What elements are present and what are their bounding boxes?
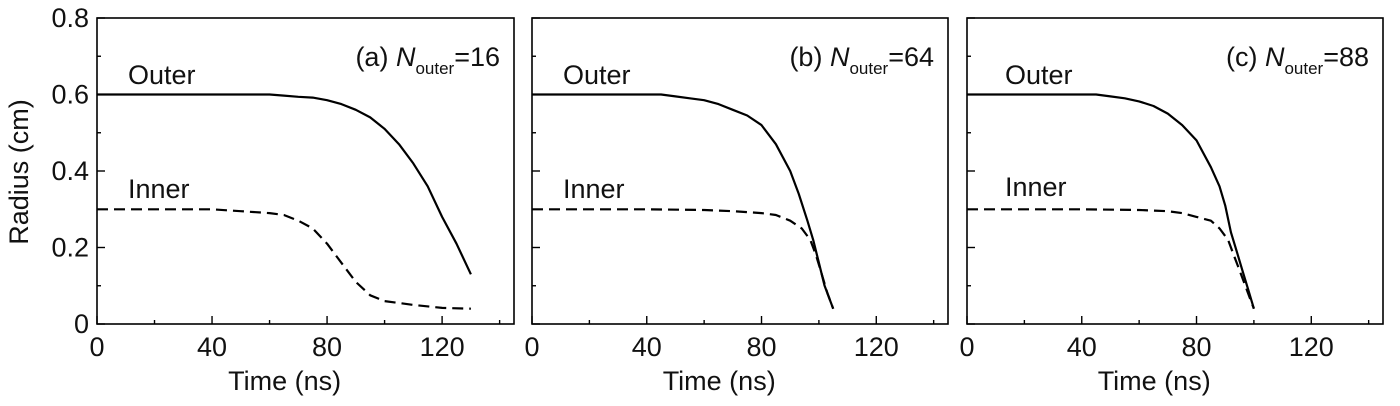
outer-curve-label: Outer	[563, 60, 631, 90]
y-tick-label: 0	[74, 309, 89, 339]
x-tick-label: 0	[959, 332, 974, 362]
panel-label: (c) Nouter=88	[1226, 42, 1369, 78]
x-axis-title: Time (ns)	[228, 366, 341, 396]
inner-series-line	[967, 208, 1255, 310]
panel-a: 0 0.2 0.4 0.6 0.8 0 40 80 120 Time (ns) Outer Inner…	[51, 3, 515, 396]
x-tick-label: 120	[1289, 332, 1334, 362]
outer-series-line	[97, 93, 472, 275]
inner-curve-label: Inner	[563, 174, 625, 204]
inner-curve-label: Inner	[1005, 172, 1067, 202]
x-tick-label: 120	[854, 332, 899, 362]
y-tick-label: 0.2	[51, 233, 89, 263]
inner-curve-label: Inner	[128, 174, 190, 204]
inner-series-line	[97, 208, 471, 310]
x-tick-label: 80	[1181, 332, 1211, 362]
x-tick-label: 80	[312, 332, 342, 362]
y-axis-title: Radius (cm)	[4, 99, 34, 245]
panel-label: (b) Nouter=64	[789, 42, 934, 78]
x-axis-title: Time (ns)	[1098, 366, 1211, 396]
panels-group: 0 0.2 0.4 0.6 0.8 0 40 80 120 Time (ns) Outer Inner…	[51, 3, 1384, 396]
y-tick-label: 0.4	[51, 156, 89, 186]
outer-series-line	[967, 93, 1255, 310]
x-tick-label: 40	[1067, 332, 1097, 362]
x-tick-label: 80	[746, 332, 776, 362]
panel-label: (a) Nouter=16	[355, 42, 500, 78]
panel-c: 0 40 80 120 Time (ns) Outer Inner (c) Nouter=88	[959, 17, 1384, 396]
x-axis-title: Time (ns)	[663, 366, 776, 396]
inner-series-line	[532, 208, 835, 310]
x-tick-label: 40	[197, 332, 227, 362]
x-tick-label: 120	[420, 332, 465, 362]
outer-curve-label: Outer	[1005, 60, 1073, 90]
y-tick-label: 0.8	[51, 3, 89, 33]
outer-curve-label: Outer	[128, 60, 196, 90]
panel-b: 0 40 80 120 Time (ns) Outer Inner (b) Nouter=64	[524, 17, 949, 396]
x-tick-label: 0	[524, 332, 539, 362]
outer-series-line	[532, 93, 835, 310]
x-tick-label: 40	[632, 332, 662, 362]
x-tick-label: 0	[89, 332, 104, 362]
y-tick-label: 0.6	[51, 80, 89, 110]
